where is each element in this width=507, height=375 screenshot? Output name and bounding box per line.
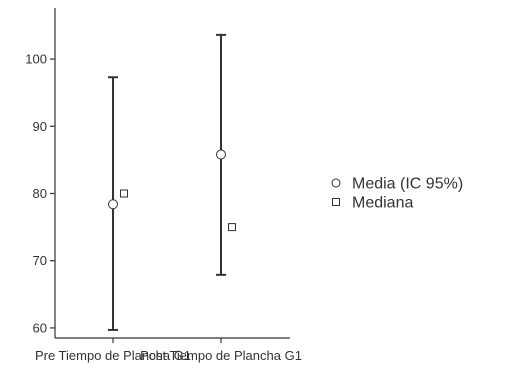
median-point — [228, 223, 236, 232]
legend-label: Mediana — [352, 195, 413, 212]
y-tick-label: 90 — [33, 119, 47, 134]
legend: Media (IC 95%) Mediana — [331, 176, 463, 212]
x-tick-label: Pre Tiempo de Plancha G1 — [35, 348, 191, 363]
mean-point — [108, 199, 118, 210]
legend-marker-circle — [331, 178, 341, 188]
y-tick-label: 100 — [25, 52, 47, 67]
median-point — [120, 189, 128, 198]
plot-area: 60 70 80 90 100 Pre Tiempo de Plancha G1Post … — [25, 8, 302, 363]
y-tick-label: 80 — [33, 186, 47, 201]
legend-marker-square — [332, 198, 340, 206]
x-tick-label: Post Tiempo de Plancha G1 — [140, 348, 302, 363]
y-tick-label: 60 — [33, 320, 47, 335]
mean-point — [216, 149, 226, 160]
legend-label: Media (IC 95%) — [352, 176, 463, 193]
y-tick-label: 70 — [33, 253, 47, 268]
